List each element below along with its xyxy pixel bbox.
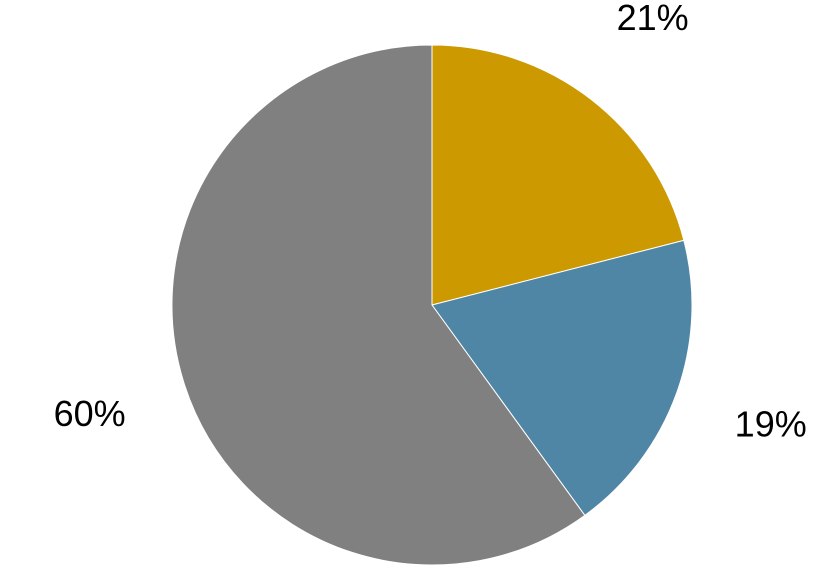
data-label: 60% [54,393,126,434]
pie-slice [171,44,586,566]
pie-slice [431,44,685,306]
data-label: 19% [735,403,807,444]
pie-slice [431,239,693,517]
data-label: 21% [617,0,689,38]
